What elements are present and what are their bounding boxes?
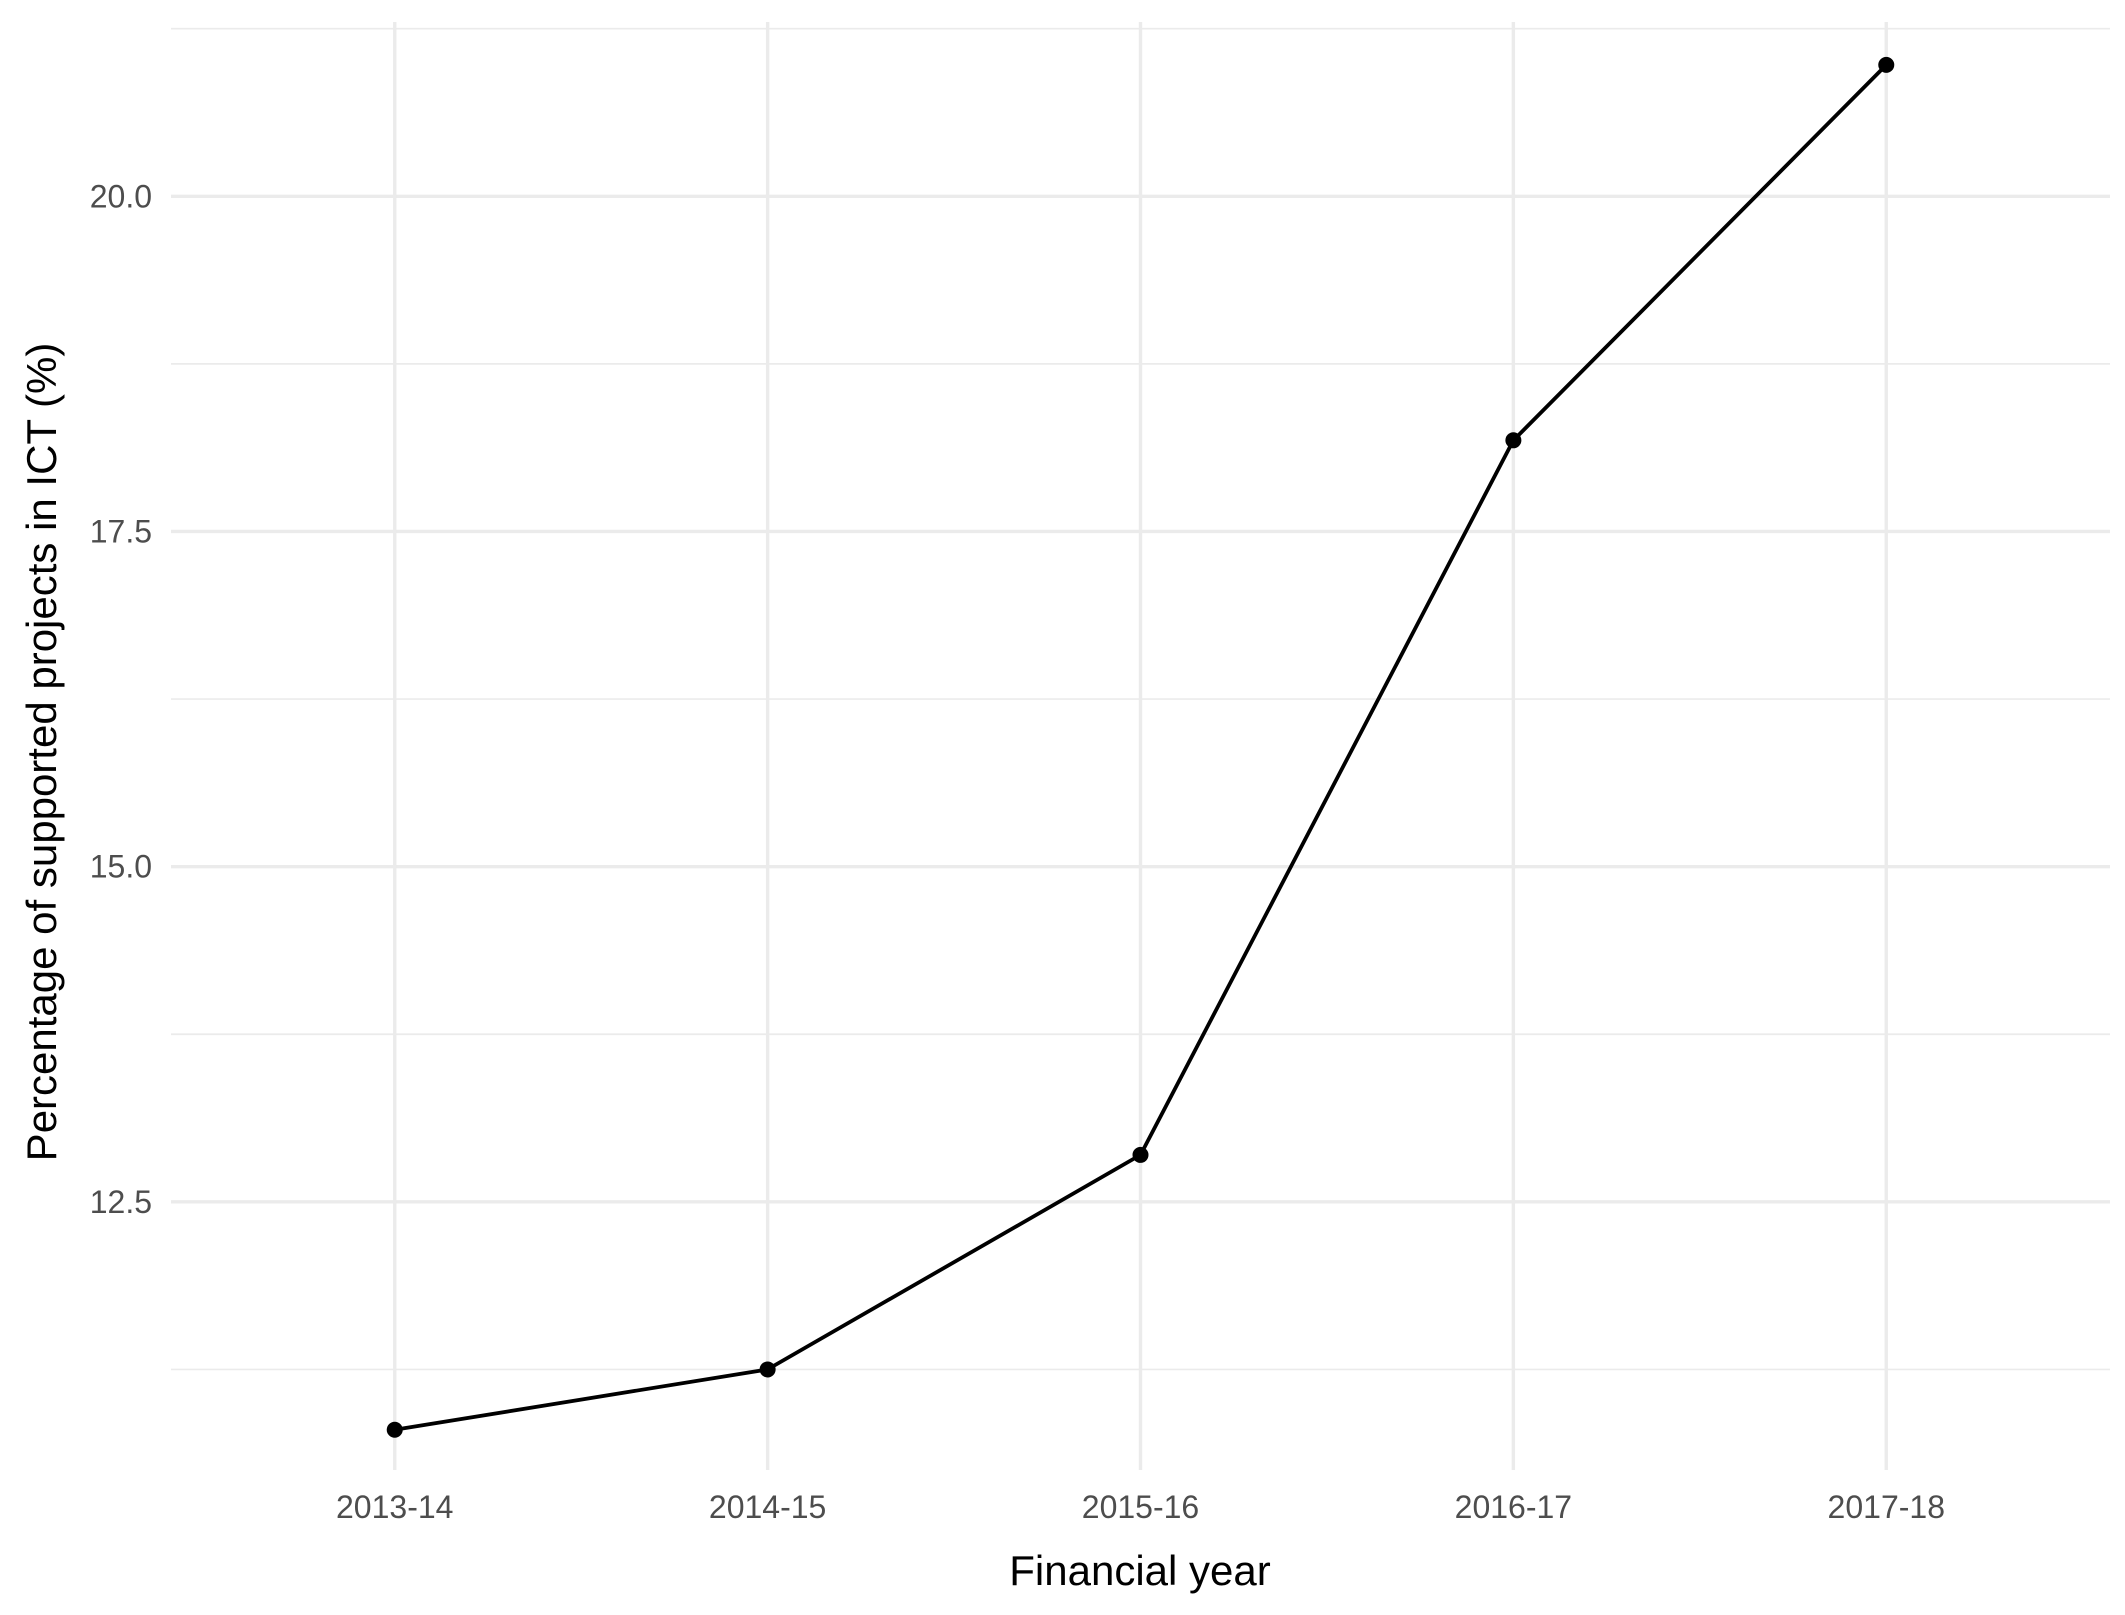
data-point-2017-18 (1878, 56, 1895, 73)
major-gridlines (171, 22, 2110, 1470)
y-tick-label: 20.0 (90, 178, 152, 214)
x-axis-tick-labels: 2013-14 2014-15 2015-16 2016-17 2017-18 (336, 1489, 1945, 1525)
y-axis-title: Percentage of supported projects in ICT … (18, 343, 65, 1162)
x-tick-label: 2015-16 (1082, 1489, 1199, 1525)
y-tick-label: 17.5 (90, 513, 152, 549)
x-tick-label: 2013-14 (336, 1489, 453, 1525)
x-tick-label: 2014-15 (709, 1489, 826, 1525)
x-tick-label: 2016-17 (1455, 1489, 1572, 1525)
x-axis-title: Financial year (1009, 1547, 1270, 1594)
y-axis-tick-labels: 12.5 15.0 17.5 20.0 (90, 178, 152, 1220)
data-point-2015-16 (1132, 1146, 1149, 1163)
x-tick-label: 2017-18 (1828, 1489, 1945, 1525)
data-point-2013-14 (386, 1421, 403, 1438)
data-point-2016-17 (1505, 432, 1522, 449)
series-group (386, 56, 1895, 1438)
data-point-2014-15 (759, 1361, 776, 1378)
y-tick-label: 12.5 (90, 1184, 152, 1220)
y-tick-label: 15.0 (90, 849, 152, 885)
